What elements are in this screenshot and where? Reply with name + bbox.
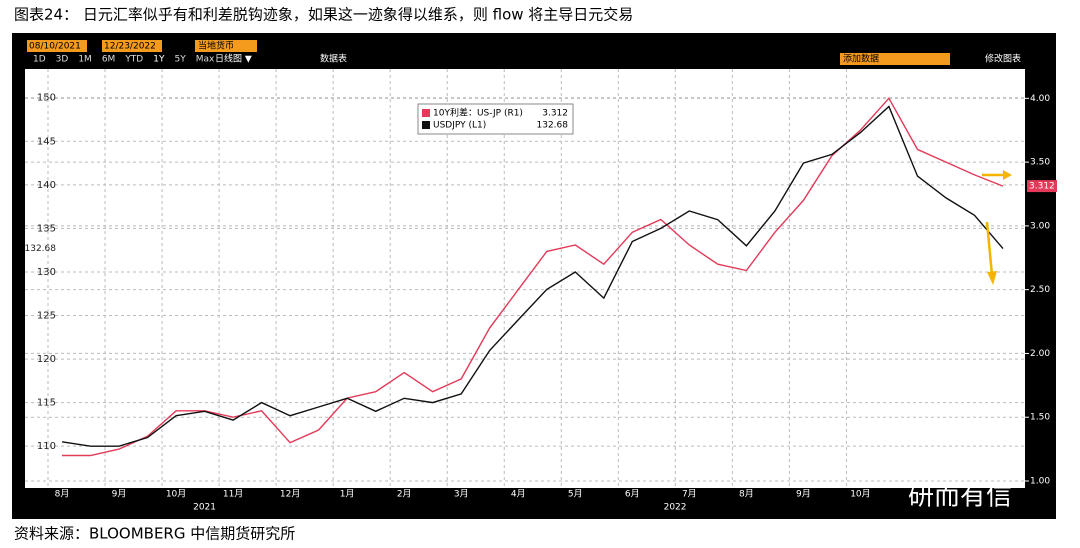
x-tick-label: 9月 [796,489,811,500]
x-tick-label: 10月 [850,489,870,500]
x-tick-label: 6月 [625,489,640,500]
range-button[interactable]: 1Y [153,55,165,65]
last-value-label: 3.312 [1029,182,1055,192]
range-button[interactable]: 6M [102,55,116,65]
add-data-box[interactable] [840,53,950,65]
end-date: 12/23/2022 [104,42,156,52]
y2-tick-label: 4.00 [1030,94,1050,104]
plot-area [25,69,1025,488]
legend-label: 10Y利差：US-JP (R1) [433,107,523,119]
start-date-box[interactable] [27,40,87,52]
x-tick-label: 10月 [166,489,186,500]
y-tick-label: 135 [37,223,56,234]
range-button[interactable]: YTD [124,55,143,65]
y-tick-label: 145 [37,136,56,147]
y2-tick-label: 1.50 [1030,413,1050,423]
x-tick-label: 2月 [397,489,412,500]
watermark: 研而有信 [908,482,1012,512]
range-button[interactable]: 3D [56,55,69,65]
range-button[interactable]: 1D [33,55,46,65]
y-tick-label: 130 [37,267,56,278]
legend-label: USDJPY (L1) [433,121,486,131]
series-line [61,105,1004,447]
year-label: 2021 [193,503,216,513]
y2-tick-label: 1.00 [1030,476,1050,486]
x-tick-label: 1月 [340,489,355,500]
add-data: 添加数据 [843,53,879,65]
x-tick-label: 11月 [223,489,243,500]
arrow [985,221,994,276]
range-button[interactable]: Max [196,55,215,65]
legend-swatch [422,109,430,117]
last-value-tag [1027,180,1057,193]
currency: 当地货币 [198,40,234,52]
y-tick-label: 115 [37,398,56,409]
last-value-label: 132.68 [25,244,57,254]
range-button[interactable]: 1M [78,55,92,65]
source: 资料来源：BLOOMBERG 中信期货研究所 [14,525,295,543]
range-button[interactable]: 5Y [174,55,186,65]
end-date-box[interactable] [102,40,162,52]
year-label: 2022 [664,503,687,513]
y-tick-label: 140 [37,180,56,191]
y2-tick-label: 3.00 [1030,221,1050,231]
x-tick-label: 3月 [454,489,469,500]
y-tick-label: 125 [37,311,56,322]
currency-box[interactable] [195,40,257,52]
x-tick-label: 12月 [280,489,300,500]
x-tick-label: 9月 [112,489,127,500]
table-button[interactable]: 数据表 [320,53,347,65]
x-tick-label: 7月 [682,489,697,500]
start-date: 08/10/2021 [29,42,81,52]
y2-tick-label: 2.00 [1030,349,1050,359]
y2-tick-label: 3.50 [1030,158,1050,168]
chart-type[interactable]: 日线图 ▼ [215,53,252,65]
legend-box [417,103,574,135]
edit-chart[interactable]: 修改图表 [985,53,1021,65]
y2-tick-label: 2.50 [1030,285,1050,295]
y-tick-label: 110 [37,441,56,452]
legend-swatch [422,121,430,129]
figure-title: 图表24： 日元汇率似乎有和利差脱钩迹象，如果这一迹象得以维系，则 flow 将… [14,6,633,24]
x-tick-label: 4月 [511,489,526,500]
y-tick-label: 120 [37,354,56,365]
arrow-head [1003,170,1012,180]
legend-value: 3.312 [542,109,568,119]
y-tick-label: 150 [37,93,56,104]
legend-value: 132.68 [537,121,569,131]
x-tick-label: 5月 [568,489,583,500]
x-tick-label: 8月 [55,489,70,500]
x-tick-label: 8月 [739,489,754,500]
arrow-head [987,271,997,285]
